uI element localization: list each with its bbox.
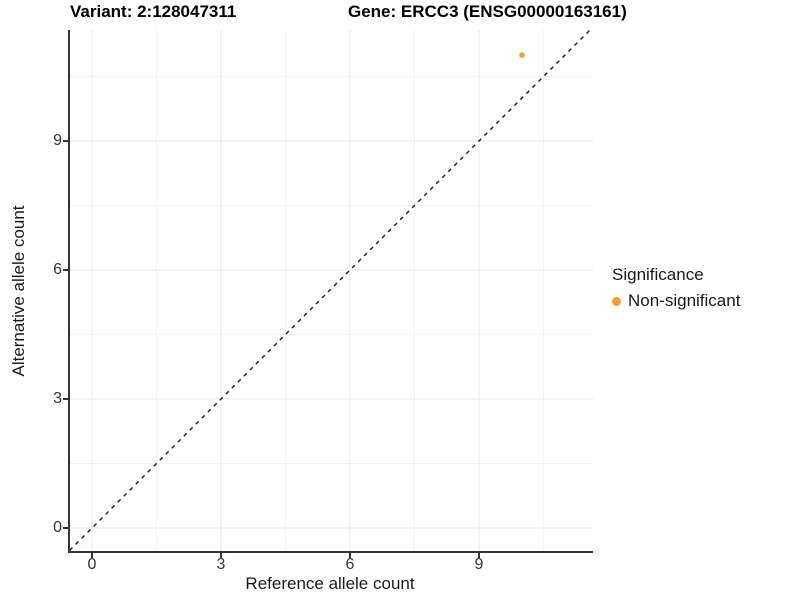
data-point xyxy=(519,52,525,58)
y-tick-mark xyxy=(63,398,68,400)
y-tick-mark xyxy=(63,269,68,271)
y-tick-mark xyxy=(63,140,68,142)
x-tick-mark xyxy=(220,553,222,558)
y-tick-label: 3 xyxy=(53,390,62,407)
x-tick-label: 3 xyxy=(216,556,226,573)
variant-title: Variant: 2:128047311 xyxy=(70,2,237,21)
x-axis-title: Reference allele count xyxy=(245,574,415,593)
plot-panel xyxy=(68,30,593,553)
legend: Significance Non-significant xyxy=(612,265,740,311)
x-tick-mark xyxy=(478,553,480,558)
y-tick-label: 9 xyxy=(53,132,62,149)
x-tick-label: 0 xyxy=(87,556,97,573)
y-tick-mark xyxy=(63,527,68,529)
x-tick-mark xyxy=(91,553,93,558)
identity-dashed-line xyxy=(68,30,591,553)
gene-title: Gene: ERCC3 (ENSG00000163161) xyxy=(348,2,627,21)
x-tick-mark xyxy=(349,553,351,558)
non-significant-dot-icon xyxy=(612,296,621,306)
scatter-plot-svg xyxy=(68,30,593,553)
y-axis-title: Alternative allele count xyxy=(9,205,28,377)
x-tick-label: 9 xyxy=(474,556,484,573)
y-tick-label: 0 xyxy=(53,519,62,536)
legend-entry-label: Non-significant xyxy=(628,291,741,310)
legend-title: Significance xyxy=(612,265,704,284)
legend-entry-non-significant: Non-significant xyxy=(612,291,740,311)
x-tick-label: 6 xyxy=(345,556,355,573)
y-tick-label: 6 xyxy=(53,261,62,278)
